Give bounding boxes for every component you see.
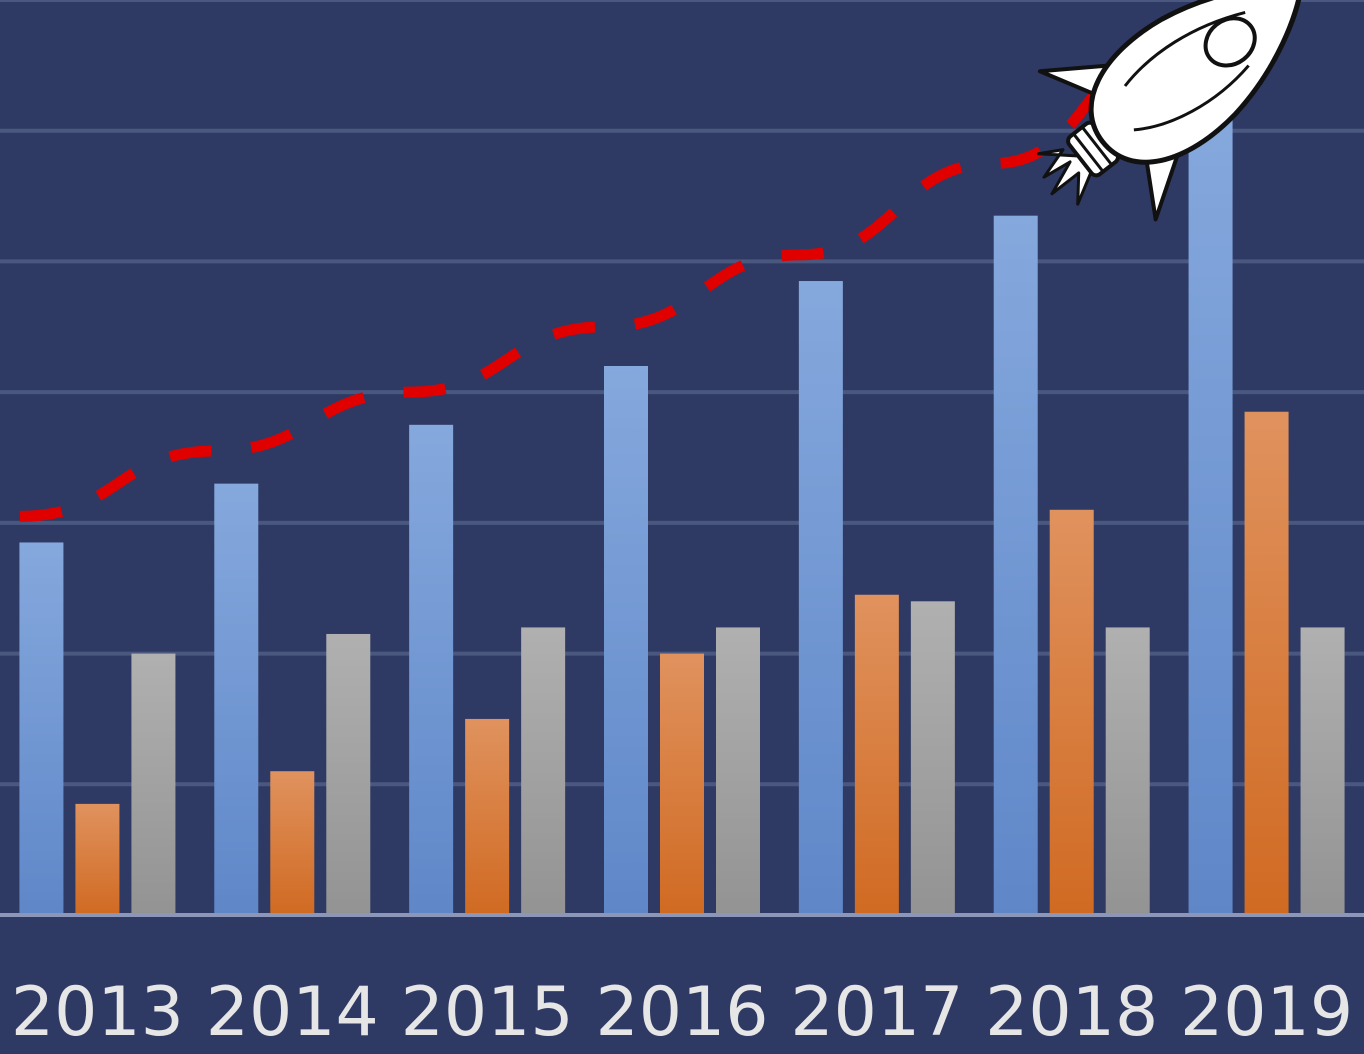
rocket-nozzle-band bbox=[1072, 132, 1105, 173]
trend-line bbox=[19, 27, 1190, 522]
bar-series-1 bbox=[19, 542, 64, 915]
x-tick-label: 2014 bbox=[206, 973, 379, 1052]
rocket-icon bbox=[1036, 0, 1304, 222]
bar-series-3 bbox=[326, 633, 371, 915]
bar-series-1 bbox=[604, 366, 648, 915]
bar-series-3 bbox=[910, 601, 955, 915]
bar-series-3 bbox=[1300, 627, 1345, 915]
bar-series-2 bbox=[660, 653, 704, 915]
x-tick-label: 2017 bbox=[790, 973, 963, 1052]
bar-series-1 bbox=[1188, 117, 1233, 915]
bar-series-2 bbox=[1049, 509, 1094, 915]
x-tick-label: 2016 bbox=[595, 973, 768, 1052]
bar-series-3 bbox=[1105, 627, 1150, 915]
bar-series-3 bbox=[521, 627, 566, 915]
bar-series-2 bbox=[270, 771, 315, 915]
bar-series-2 bbox=[854, 594, 899, 915]
x-tick-label: 2019 bbox=[1180, 973, 1353, 1052]
bar-series-1 bbox=[798, 281, 843, 915]
x-tick-label: 2018 bbox=[985, 973, 1158, 1052]
rocket-nozzle-band bbox=[1081, 126, 1113, 166]
rocket-window bbox=[1203, 16, 1257, 68]
bar-series-3 bbox=[131, 653, 176, 915]
bars bbox=[19, 117, 1345, 915]
bar-series-1 bbox=[214, 483, 259, 915]
bar-series-2 bbox=[75, 803, 120, 915]
bar-series-2 bbox=[1244, 411, 1289, 915]
bar-series-3 bbox=[716, 627, 760, 915]
bar-series-2 bbox=[465, 718, 510, 915]
rocket-flame bbox=[1036, 148, 1094, 206]
x-tick-label: 2015 bbox=[401, 973, 574, 1052]
x-tick-label: 2013 bbox=[11, 973, 184, 1052]
bar-series-1 bbox=[993, 215, 1038, 915]
bar-series-1 bbox=[409, 424, 454, 915]
x-tick-labels: 2013 2014 2015 2016 2017 2018 2019 bbox=[11, 973, 1353, 1052]
